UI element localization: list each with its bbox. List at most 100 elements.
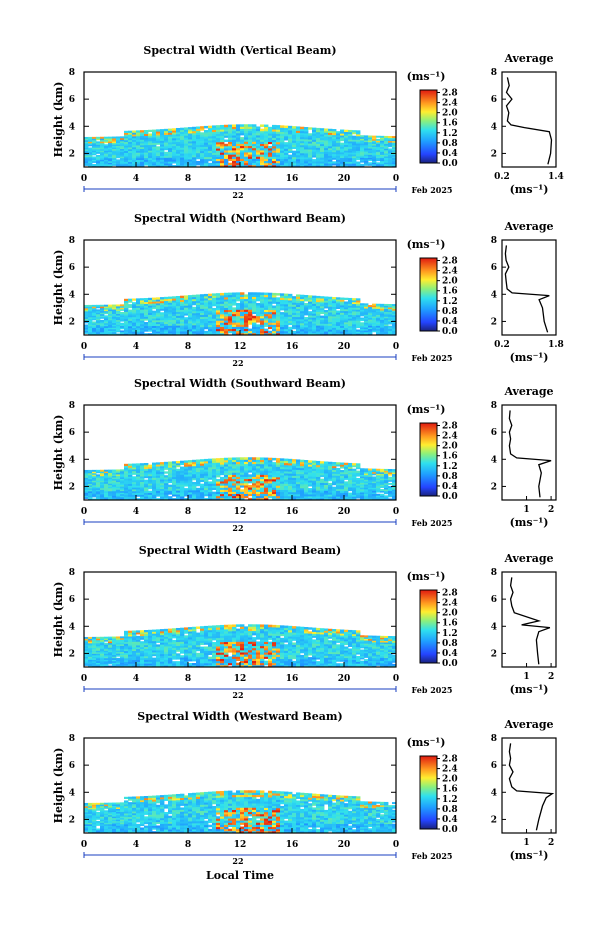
- heatmap-cell: [348, 301, 353, 304]
- heatmap-cell: [228, 491, 233, 495]
- heatmap-cell: [296, 467, 301, 470]
- heatmap-cell: [228, 303, 233, 306]
- heatmap-cell: [212, 127, 217, 130]
- heatmap-cell: [192, 318, 197, 322]
- heatmap-cell: [200, 310, 205, 313]
- heatmap-cell: [292, 467, 297, 470]
- heatmap-cell: [148, 146, 153, 149]
- heatmap-cell: [208, 497, 213, 501]
- heatmap-cell: [256, 137, 261, 140]
- heatmap-cell: [388, 148, 393, 151]
- heatmap-cell: [176, 307, 181, 311]
- heatmap-cell: [132, 646, 137, 650]
- heatmap-cell: [328, 296, 333, 300]
- heatmap-cell: [264, 141, 269, 145]
- heatmap-cell: [192, 320, 197, 324]
- heatmap-cell: [296, 481, 301, 485]
- heatmap-cell: [252, 162, 257, 166]
- heatmap-cell: [168, 486, 173, 489]
- heatmap-cell: [256, 303, 261, 306]
- heatmap-cell: [144, 144, 149, 148]
- heatmap-cell: [212, 316, 217, 319]
- heatmap-cell: [88, 139, 93, 142]
- heatmap-cell: [96, 304, 101, 307]
- heatmap-cell: [112, 322, 117, 325]
- heatmap-cell: [392, 316, 397, 319]
- heatmap-cell: [88, 654, 93, 657]
- heatmap-cell: [168, 149, 173, 153]
- heatmap-cell: [384, 479, 389, 482]
- heatmap-cell: [240, 130, 245, 134]
- heatmap-cell: [116, 330, 121, 333]
- heatmap-cell: [240, 141, 245, 144]
- heatmap-cell: [244, 137, 249, 140]
- heatmap-cell: [124, 309, 129, 312]
- heatmap-cell: [248, 147, 253, 151]
- heatmap-cell: [320, 492, 325, 495]
- heatmap-cell: [296, 483, 301, 487]
- heatmap-cell: [164, 157, 169, 160]
- heatmap-cell: [328, 327, 333, 330]
- heatmap-cell: [296, 469, 301, 472]
- heatmap-cell: [96, 477, 101, 480]
- heatmap-cell: [352, 301, 357, 305]
- heatmap-cell: [276, 160, 281, 164]
- heatmap-cell: [280, 305, 285, 309]
- heatmap-cell: [312, 137, 317, 140]
- heatmap-cell: [188, 301, 193, 304]
- heatmap-cell: [168, 490, 173, 493]
- heatmap-cell: [316, 311, 321, 314]
- heatmap-cell: [300, 489, 305, 493]
- heatmap-cell: [224, 493, 229, 497]
- heatmap-cell: [244, 465, 249, 469]
- heatmap-cell: [340, 331, 345, 334]
- heatmap-cell: [260, 303, 265, 306]
- heatmap-cell: [104, 138, 109, 141]
- heatmap-cell: [108, 306, 113, 309]
- heatmap-cell: [300, 126, 305, 130]
- heatmap-cell: [120, 160, 125, 163]
- heatmap-cell: [252, 328, 257, 332]
- heatmap-cell: [216, 458, 221, 461]
- heatmap-cell: [124, 154, 129, 157]
- heatmap-cell: [240, 132, 245, 136]
- heatmap-cell: [324, 478, 329, 482]
- heatmap-cell: [332, 129, 337, 132]
- heatmap-cell: [136, 468, 141, 472]
- heatmap-cell: [296, 479, 301, 483]
- heatmap-cell: [120, 330, 125, 333]
- heatmap-cell: [276, 476, 281, 480]
- heatmap-cell: [344, 133, 349, 136]
- heatmap-cell: [100, 647, 105, 650]
- heatmap-cell: [104, 660, 109, 663]
- heatmap-cell: [204, 465, 209, 468]
- heatmap-cell: [84, 664, 89, 666]
- heatmap-cell: [336, 483, 341, 486]
- heatmap-cell: [128, 469, 133, 472]
- heatmap-cell: [236, 124, 241, 127]
- heatmap-cell: [232, 322, 237, 325]
- heatmap-cell: [140, 144, 145, 148]
- heatmap-cell: [212, 324, 217, 328]
- heatmap-cell: [368, 314, 373, 317]
- heatmap-cell: [248, 156, 253, 159]
- heatmap-cell: [104, 478, 109, 481]
- heatmap-cell: [116, 315, 121, 318]
- average-frame: [501, 71, 557, 168]
- heatmap-cell: [124, 145, 129, 148]
- heatmap-cell: [328, 494, 333, 497]
- heatmap-cell: [208, 462, 213, 466]
- heatmap-cell: [356, 157, 361, 161]
- heatmap-cell: [200, 142, 205, 145]
- heatmap-cell: [344, 152, 349, 155]
- heatmap-cell: [92, 144, 97, 147]
- heatmap-cell: [292, 132, 297, 135]
- heatmap-cell: [332, 498, 337, 501]
- heatmap-cell: [340, 486, 345, 490]
- heatmap-cell: [352, 155, 357, 159]
- heatmap-cell: [208, 142, 213, 145]
- heatmap-cell: [244, 126, 249, 129]
- heatmap-cell: [332, 151, 337, 155]
- heatmap-cell: [324, 132, 329, 135]
- heatmap-cell: [392, 495, 397, 498]
